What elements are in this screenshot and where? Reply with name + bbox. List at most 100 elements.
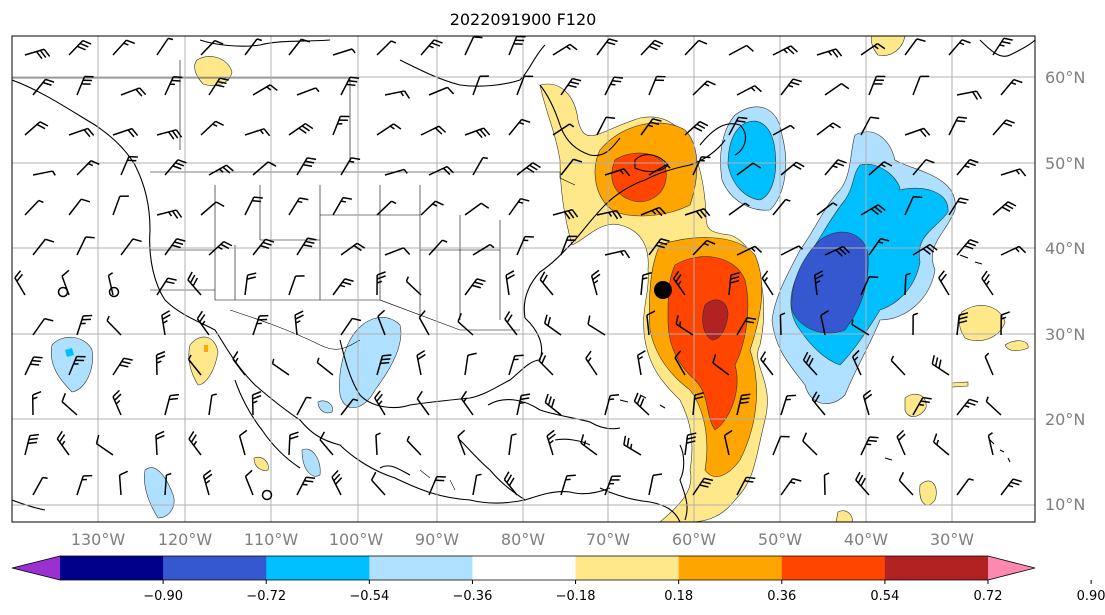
wind-barb [296, 157, 317, 176]
figure-title: 2022091900 F120 [450, 10, 597, 29]
lon-label: 80°W [501, 530, 545, 549]
wind-barb [464, 352, 477, 376]
wind-barb [932, 433, 950, 456]
wind-barb [604, 475, 621, 496]
wind-barb [112, 39, 136, 56]
wind-barb [340, 398, 359, 416]
wind-barb [288, 275, 305, 296]
wind-barb [981, 270, 994, 296]
wind-barb [420, 125, 447, 136]
wind-barb [332, 278, 354, 296]
wind-barb [472, 473, 482, 496]
wind-barb [956, 238, 979, 256]
lon-label: 60°W [672, 530, 716, 549]
wind-barb [340, 242, 366, 256]
wind-barb [780, 394, 796, 416]
wind-barb [296, 396, 312, 416]
wind-barb [208, 240, 233, 256]
colorbar-tick-label: −0.36 [453, 589, 493, 604]
wind-barb [68, 39, 92, 56]
wind-barb [370, 471, 386, 496]
negative-anomaly-skyblue-newfoundland [727, 120, 777, 201]
wind-barb [296, 87, 320, 96]
wind-barb [464, 202, 490, 216]
colorbar-bin [575, 556, 680, 580]
longitude-labels: 130°W 120°W 110°W 100°W 90°W 80°W 70°W 6… [71, 530, 974, 549]
wind-barb [24, 121, 49, 136]
wind-barb [120, 238, 142, 256]
wind-barb [772, 198, 791, 216]
wind-barb [956, 398, 979, 416]
positive-anomaly-redorange-north [611, 152, 667, 203]
wind-barb [811, 391, 826, 416]
wind-barb [904, 127, 931, 138]
colorbar-bin [884, 556, 989, 580]
wind-barb [604, 168, 631, 177]
wind-barbs [14, 36, 1027, 496]
wind-barb [596, 38, 618, 56]
wind-barb [948, 39, 971, 56]
wind-barb [772, 45, 798, 56]
wind-barb [208, 77, 229, 96]
lon-label: 70°W [586, 530, 630, 549]
wind-barb [912, 243, 938, 256]
wind-barb [712, 354, 730, 376]
wind-barb [673, 270, 686, 296]
wind-barb [376, 200, 397, 216]
wind-barb [692, 239, 716, 256]
lat-label: 50°N [1045, 154, 1085, 173]
wind-barb [820, 309, 829, 336]
lon-label: 110°W [244, 530, 299, 549]
wind-barb [296, 476, 316, 496]
wind-barb [112, 357, 133, 376]
colorbar-tick-label: −0.72 [246, 589, 286, 604]
wind-barb [560, 158, 583, 176]
wind-barb [61, 393, 78, 416]
wind-barb [112, 389, 122, 416]
wind-barb [560, 77, 582, 96]
colorbar-extend-low [12, 556, 60, 580]
wind-barb [640, 118, 662, 136]
lat-label: 10°N [1045, 495, 1085, 514]
wind-barb [376, 354, 392, 376]
wind-barb [161, 310, 171, 336]
colorbar-bin [472, 556, 577, 580]
wind-barb [384, 247, 411, 256]
wind-barb [728, 44, 754, 56]
wind-barb [508, 118, 531, 136]
wind-barb [552, 43, 578, 56]
wind-barb [472, 243, 495, 256]
wind-barb [68, 355, 86, 376]
wind-barb [112, 195, 129, 216]
wind-barb [728, 116, 748, 136]
positive-anomaly-greenland [870, 36, 906, 56]
wind-barb [164, 76, 183, 96]
wind-barb [155, 430, 165, 456]
wind-barb [32, 170, 56, 176]
wind-barb [316, 357, 334, 376]
wind-barb [375, 432, 381, 456]
wind-barb [692, 156, 711, 176]
wind-barb [604, 249, 631, 259]
wind-barb [736, 245, 763, 256]
wind-barb [1000, 311, 1010, 336]
wind-barb [723, 429, 733, 456]
wind-barb [76, 236, 95, 256]
positive-anomaly-redorange-south [667, 256, 749, 431]
wind-barb [623, 435, 642, 456]
colorbar-bin [678, 556, 783, 580]
wind-barb [780, 161, 805, 176]
wind-barb [824, 159, 847, 176]
wind-barb [868, 75, 886, 96]
wind-barb [288, 38, 311, 56]
wind-barb [585, 350, 598, 376]
wind-barb [232, 351, 246, 376]
wind-barb [648, 473, 663, 496]
wind-barb [340, 317, 362, 336]
wind-barb [684, 120, 709, 136]
negative-anomaly-pacific-west [50, 337, 93, 393]
colorbar-tick-label: −0.18 [556, 589, 596, 604]
wind-barb [288, 431, 299, 456]
wind-barb [508, 197, 530, 216]
wind-barb [508, 36, 526, 56]
